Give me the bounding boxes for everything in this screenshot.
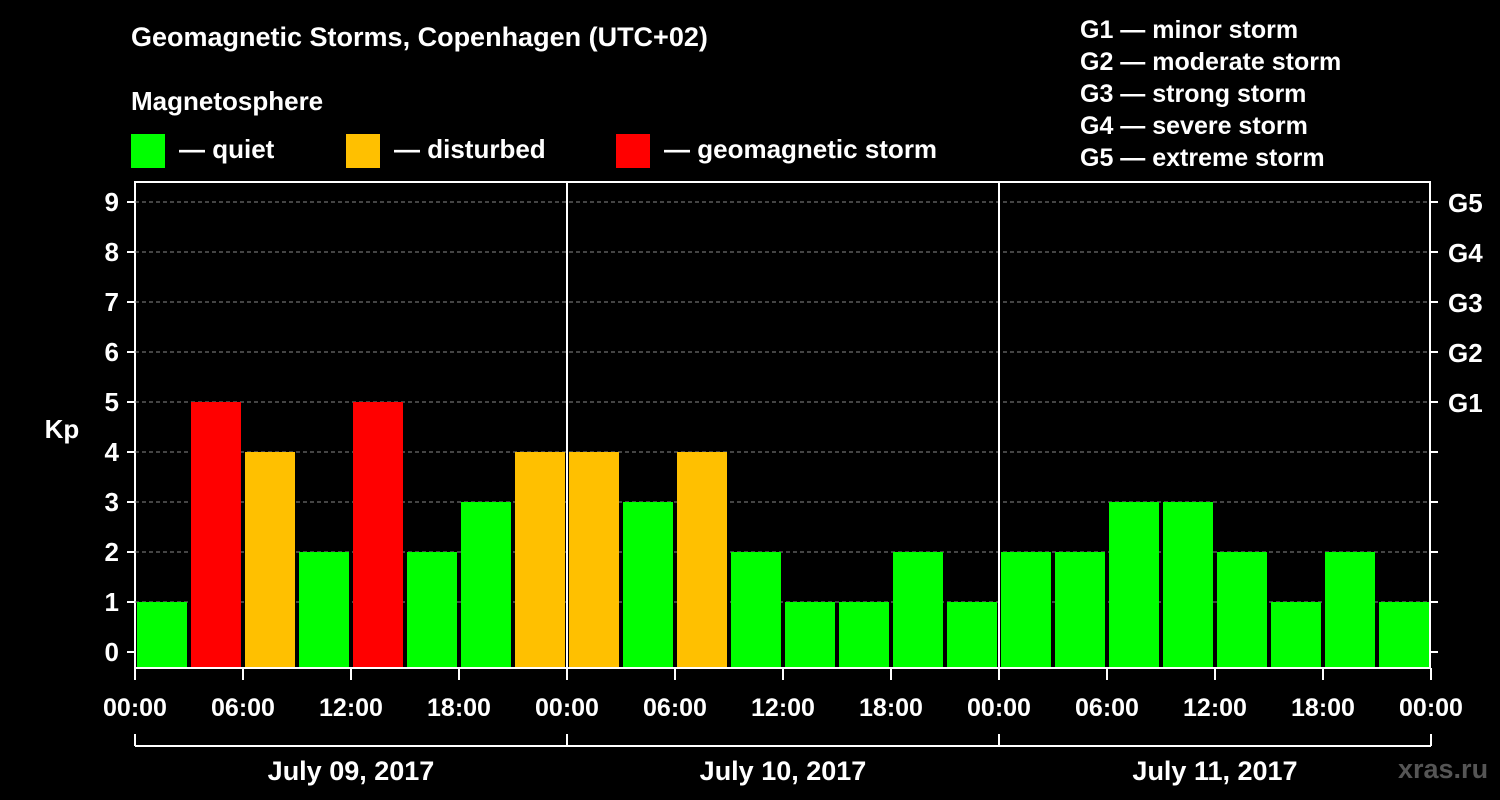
- y-axis-label: Kp: [45, 414, 80, 444]
- y-tick-label: 5: [105, 387, 119, 417]
- y-tick-label: 1: [105, 587, 119, 617]
- g-level-label: G1: [1448, 388, 1483, 418]
- x-tick-label: 18:00: [1291, 694, 1355, 722]
- legend-disturbed-swatch: [346, 134, 380, 168]
- x-tick-label: 06:00: [1075, 694, 1139, 722]
- storm-scale-g1: G1 — minor storm: [1080, 16, 1299, 44]
- kp-bar: [461, 502, 511, 667]
- chart-title: Geomagnetic Storms, Copenhagen (UTC+02): [131, 22, 708, 52]
- x-tick-label: 18:00: [427, 694, 491, 722]
- day-label: July 10, 2017: [700, 756, 867, 786]
- kp-bar: [299, 552, 349, 667]
- legend-storm-label: — geomagnetic storm: [664, 134, 938, 164]
- day-label: July 11, 2017: [1132, 756, 1297, 786]
- kp-bar: [1109, 502, 1159, 667]
- x-tick-label: 00:00: [967, 694, 1031, 722]
- kp-bar: [191, 402, 241, 667]
- kp-bar: [1325, 552, 1375, 667]
- kp-bar: [1001, 552, 1051, 667]
- day-label: July 09, 2017: [268, 756, 435, 786]
- y-tick-label: 7: [105, 287, 119, 317]
- y-tick-label: 6: [105, 337, 119, 367]
- x-tick-label: 12:00: [319, 694, 383, 722]
- kp-bar: [623, 502, 673, 667]
- storm-scale-g5: G5 — extreme storm: [1080, 144, 1325, 172]
- g-level-label: G3: [1448, 288, 1483, 318]
- g-level-label: G5: [1448, 188, 1483, 218]
- kp-bar: [785, 602, 835, 667]
- kp-bar: [245, 452, 295, 667]
- y-tick-label: 9: [105, 187, 119, 217]
- kp-bar: [947, 602, 997, 667]
- legend-disturbed-label: — disturbed: [394, 134, 546, 164]
- kp-bar: [1055, 552, 1105, 667]
- kp-bar: [1379, 602, 1429, 667]
- x-tick-label: 00:00: [1399, 694, 1463, 722]
- y-tick-label: 8: [105, 237, 119, 267]
- kp-bar: [731, 552, 781, 667]
- kp-bar: [569, 452, 619, 667]
- x-tick-label: 00:00: [103, 694, 167, 722]
- kp-bar: [407, 552, 457, 667]
- kp-bar: [677, 452, 727, 667]
- x-tick-label: 00:00: [535, 694, 599, 722]
- g-level-label: G2: [1448, 338, 1483, 368]
- storm-scale-g4: G4 — severe storm: [1080, 112, 1308, 140]
- y-tick-label: 0: [105, 637, 119, 667]
- kp-bar: [839, 602, 889, 667]
- kp-bar: [137, 602, 187, 667]
- x-tick-label: 06:00: [211, 694, 275, 722]
- y-tick-label: 3: [105, 487, 119, 517]
- kp-bar: [1217, 552, 1267, 667]
- x-tick-label: 12:00: [1183, 694, 1247, 722]
- y-tick-label: 2: [105, 537, 119, 567]
- x-tick-label: 12:00: [751, 694, 815, 722]
- legend-storm-swatch: [616, 134, 650, 168]
- watermark: xras.ru: [1398, 754, 1489, 784]
- x-tick-label: 18:00: [859, 694, 923, 722]
- storm-scale-g2: G2 — moderate storm: [1080, 48, 1342, 76]
- x-tick-label: 06:00: [643, 694, 707, 722]
- magnetosphere-heading: Magnetosphere: [131, 86, 324, 116]
- legend-quiet-swatch: [131, 134, 165, 168]
- kp-bar: [515, 452, 565, 667]
- storm-scale-g3: G3 — strong storm: [1080, 80, 1307, 108]
- kp-bar: [353, 402, 403, 667]
- kp-bar: [1163, 502, 1213, 667]
- kp-bar: [893, 552, 943, 667]
- y-tick-label: 4: [105, 437, 120, 467]
- legend-quiet-label: — quiet: [179, 134, 275, 164]
- g-level-label: G4: [1448, 238, 1483, 268]
- kp-bar: [1271, 602, 1321, 667]
